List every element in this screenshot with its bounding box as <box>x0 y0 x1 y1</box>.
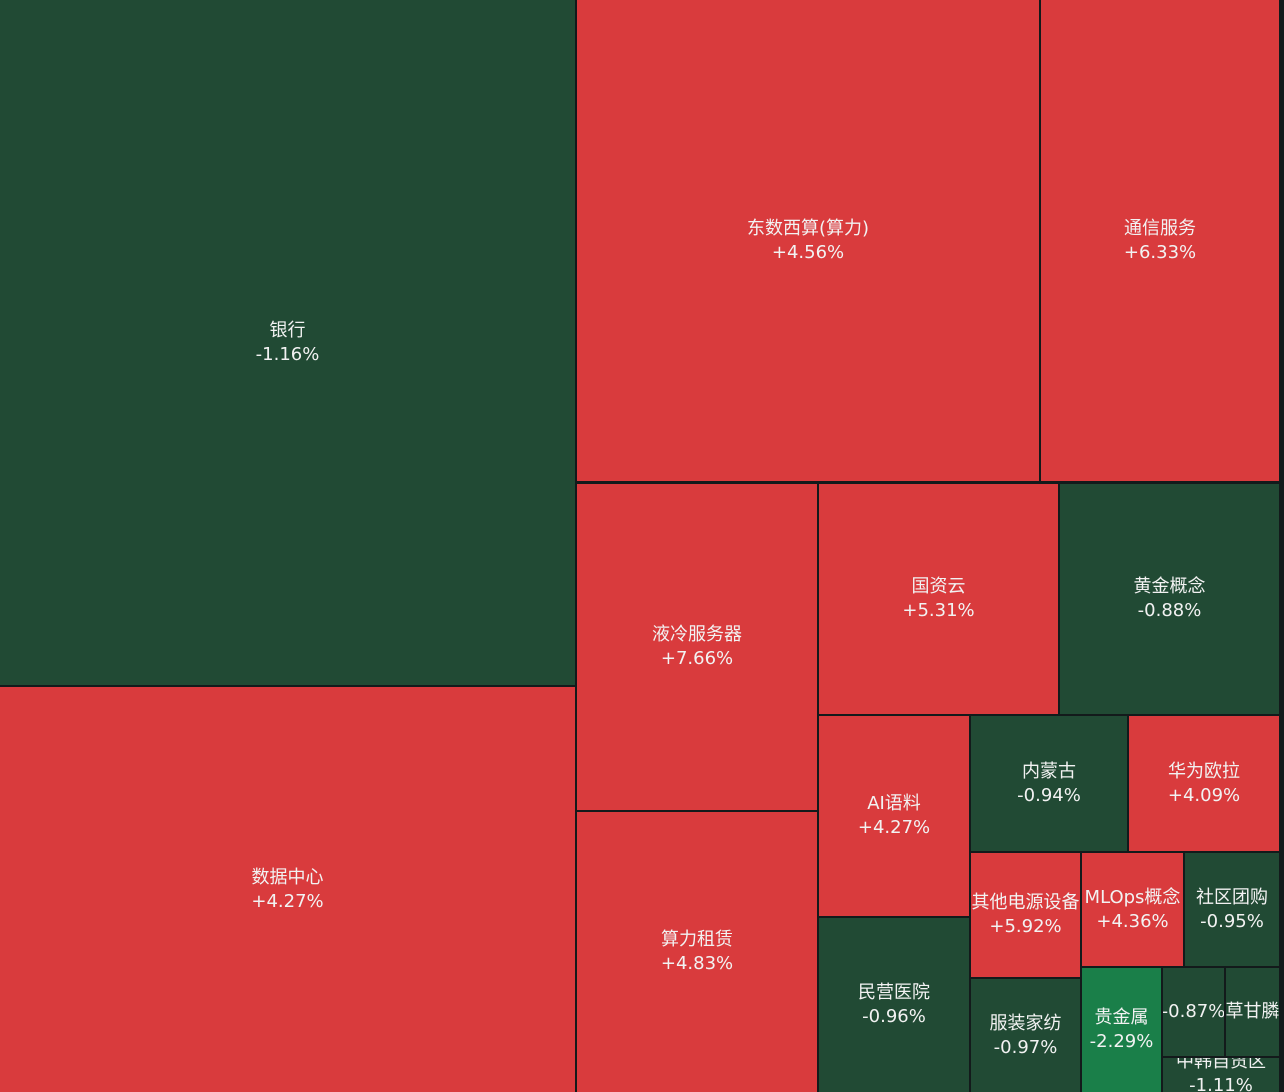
tile-change-value: +4.09% <box>1167 784 1241 806</box>
tile-label: 内蒙古 <box>1022 760 1076 782</box>
tile-label: 社区团购 <box>1196 886 1268 908</box>
tile-label: 贵金属 <box>1094 1007 1149 1028</box>
tile-change-value: +4.83% <box>660 953 734 974</box>
tile-label: 银行 <box>269 319 306 341</box>
treemap-tile-east-data-west-compute[interactable]: 东数西算(算力) +4.56% <box>577 0 1039 481</box>
treemap-tile-other-power-equipment[interactable]: 其他电源设备 +5.92% <box>971 853 1080 977</box>
tile-label: 液冷服务器 <box>652 624 742 645</box>
tile-change-value: +5.92% <box>989 916 1062 937</box>
tile-change-value: -0.97% <box>993 1036 1058 1058</box>
treemap-tile-bank[interactable]: 银行 -1.16% <box>0 0 575 685</box>
treemap-tile-community-group-buying[interactable]: 社区团购 -0.95% <box>1185 853 1279 966</box>
tile-label: 服装家纺 <box>989 1012 1062 1034</box>
tile-change-value: +4.56% <box>771 241 845 263</box>
tile-change-value: +4.27% <box>857 817 931 838</box>
tile-label: 民营医院 <box>858 982 930 1003</box>
treemap-tile-glyphosate[interactable]: 草甘膦 <box>1226 968 1279 1056</box>
tile-change-value: -0.94% <box>1017 784 1081 806</box>
tile-change-value: +4.27% <box>251 890 324 912</box>
tile-label: 东数西算(算力) <box>746 217 870 239</box>
treemap-tile-ai-corpus[interactable]: AI语料 +4.27% <box>819 716 969 916</box>
tile-change-value: -1.11% <box>1189 1075 1253 1092</box>
tile-label: 国资云 <box>911 576 966 597</box>
tile-label: 算力租赁 <box>661 929 733 950</box>
tile-change-value: -2.29% <box>1089 1031 1154 1052</box>
tile-change-value: -0.87% <box>1163 1001 1224 1022</box>
tile-change-value: +7.66% <box>660 648 734 669</box>
tile-label: MLOps概念 <box>1084 886 1181 908</box>
treemap-tile-apparel-home-textiles[interactable]: 服装家纺 -0.97% <box>971 979 1080 1092</box>
tile-change-value: +4.36% <box>1096 910 1169 932</box>
tile-change-value: -1.16% <box>255 343 320 365</box>
tile-change-value: -0.88% <box>1137 600 1202 621</box>
treemap-tile-huawei-euler[interactable]: 华为欧拉 +4.09% <box>1129 716 1279 851</box>
treemap-tile-inner-mongolia[interactable]: 内蒙古 -0.94% <box>971 716 1127 851</box>
treemap-tile-precious-metals[interactable]: 贵金属 -2.29% <box>1082 968 1161 1092</box>
tile-change-value: -0.95% <box>1200 910 1264 932</box>
tile-change-value: -0.96% <box>862 1006 926 1027</box>
tile-label: 中韩自贸区 <box>1176 1058 1266 1072</box>
treemap-tile-private-hospitals[interactable]: 民营医院 -0.96% <box>819 918 969 1092</box>
treemap-tile-mlops-concept[interactable]: MLOps概念 +4.36% <box>1082 853 1183 966</box>
tile-label: 华为欧拉 <box>1168 760 1240 782</box>
treemap-tile-compute-leasing[interactable]: 算力租赁 +4.83% <box>577 812 817 1092</box>
tile-change-value: +5.31% <box>902 600 975 621</box>
treemap-tile-data-center[interactable]: 数据中心 +4.27% <box>0 687 575 1092</box>
tile-label: 其他电源设备 <box>971 892 1080 913</box>
treemap-tile-gold-concept[interactable]: 黄金概念 -0.88% <box>1060 484 1279 714</box>
treemap-tile-state-cloud[interactable]: 国资云 +5.31% <box>819 484 1058 714</box>
tile-label: 草甘膦 <box>1226 1001 1279 1022</box>
treemap-tile-china-korea-fta[interactable]: 中韩自贸区 -1.11% <box>1163 1058 1279 1092</box>
treemap-tile-unnamed-17[interactable]: -0.87% <box>1163 968 1224 1056</box>
tile-label: 数据中心 <box>251 866 324 888</box>
treemap-tile-liquid-cooled-servers[interactable]: 液冷服务器 +7.66% <box>577 484 817 810</box>
tile-label: 黄金概念 <box>1133 576 1206 597</box>
tile-change-value: +6.33% <box>1123 241 1197 263</box>
treemap-tile-telecom-services[interactable]: 通信服务 +6.33% <box>1041 0 1279 481</box>
tile-label: AI语料 <box>867 793 921 814</box>
tile-label: 通信服务 <box>1124 217 1196 239</box>
